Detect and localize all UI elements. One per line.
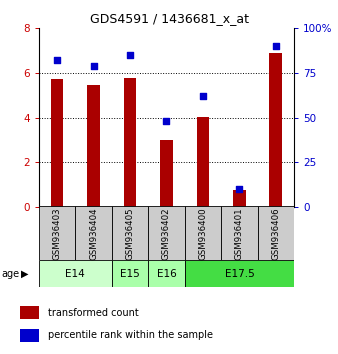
Text: GSM936402: GSM936402 bbox=[162, 207, 171, 259]
Text: GSM936406: GSM936406 bbox=[271, 207, 280, 259]
Text: ▶: ▶ bbox=[21, 269, 28, 279]
Text: GSM936405: GSM936405 bbox=[125, 207, 135, 259]
Bar bbox=[160, 140, 173, 207]
Text: E16: E16 bbox=[156, 269, 176, 279]
Text: percentile rank within the sample: percentile rank within the sample bbox=[48, 330, 213, 340]
Text: E17.5: E17.5 bbox=[224, 269, 254, 279]
Text: age: age bbox=[2, 269, 20, 279]
Text: transformed count: transformed count bbox=[48, 308, 139, 318]
Point bbox=[237, 187, 242, 192]
Point bbox=[164, 119, 169, 124]
Bar bbox=[20, 329, 39, 342]
Bar bbox=[39, 206, 75, 260]
Bar bbox=[269, 53, 282, 207]
Bar bbox=[75, 206, 112, 260]
Point bbox=[54, 58, 60, 63]
Point bbox=[273, 44, 279, 49]
Point bbox=[127, 52, 133, 58]
Bar bbox=[112, 260, 148, 287]
Bar bbox=[112, 206, 148, 260]
Text: GDS4591 / 1436681_x_at: GDS4591 / 1436681_x_at bbox=[90, 12, 248, 25]
Bar bbox=[39, 260, 112, 287]
Point bbox=[200, 93, 206, 99]
Bar bbox=[196, 116, 209, 207]
Point bbox=[91, 63, 96, 69]
Text: GSM936401: GSM936401 bbox=[235, 207, 244, 259]
Bar bbox=[148, 206, 185, 260]
Bar bbox=[185, 260, 294, 287]
Bar bbox=[258, 206, 294, 260]
Bar bbox=[148, 260, 185, 287]
Bar bbox=[221, 206, 258, 260]
Text: GSM936404: GSM936404 bbox=[89, 207, 98, 259]
Text: GSM936400: GSM936400 bbox=[198, 207, 208, 259]
Bar bbox=[124, 78, 137, 207]
Text: GSM936403: GSM936403 bbox=[53, 207, 62, 259]
Bar bbox=[233, 190, 246, 207]
Text: E15: E15 bbox=[120, 269, 140, 279]
Bar bbox=[20, 307, 39, 319]
Bar bbox=[87, 85, 100, 207]
Bar bbox=[51, 79, 64, 207]
Text: E14: E14 bbox=[66, 269, 85, 279]
Bar bbox=[185, 206, 221, 260]
